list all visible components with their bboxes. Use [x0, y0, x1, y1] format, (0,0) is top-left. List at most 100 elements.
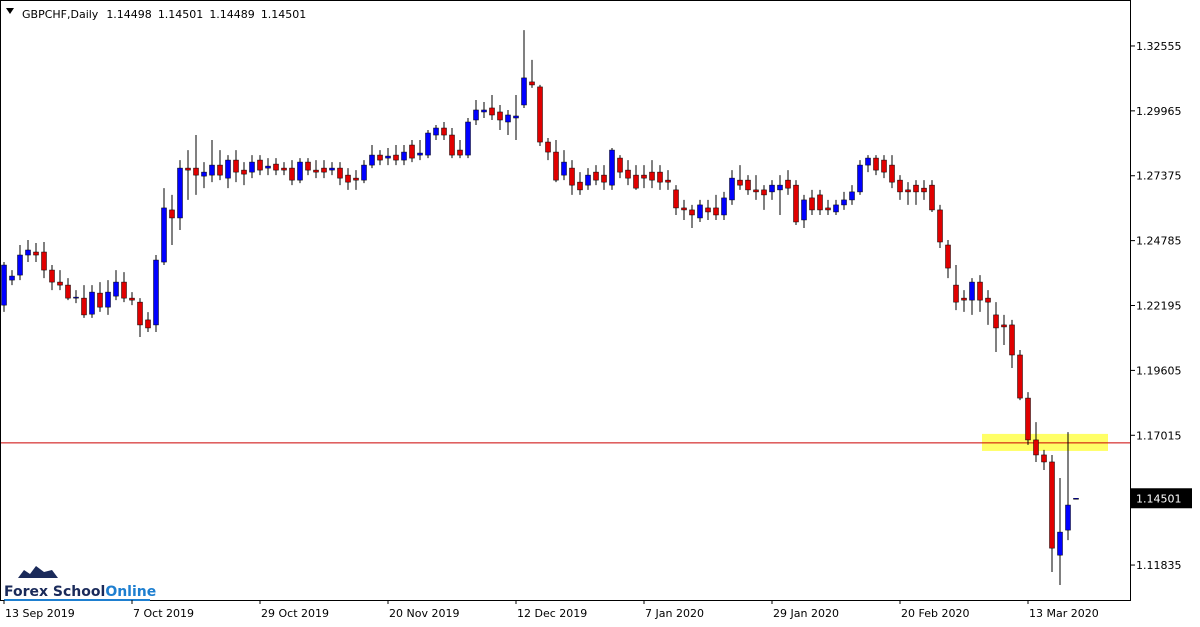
candle-body: [105, 291, 111, 308]
candle-body: [913, 184, 919, 193]
symbol: GBPCHF,Daily: [22, 8, 99, 21]
candle-body: [713, 207, 719, 216]
x-tick-label: 29 Oct 2019: [261, 607, 329, 620]
candle-body: [153, 259, 159, 326]
candle-body: [17, 254, 23, 276]
candle-body: [273, 163, 279, 171]
candle-body: [697, 204, 703, 219]
candle-body: [113, 281, 119, 297]
x-tick-label: 7 Oct 2019: [133, 607, 194, 620]
candle-body: [785, 179, 791, 189]
candle-body: [729, 177, 735, 201]
candle-body: [281, 167, 287, 171]
candle-body: [745, 179, 751, 191]
candle-body: [193, 167, 199, 176]
candle-body: [489, 107, 495, 116]
candle-body: [265, 165, 271, 169]
candle-body: [457, 149, 463, 156]
candle-body: [641, 174, 647, 179]
candle-body: [505, 114, 511, 123]
candle-body: [873, 157, 879, 171]
candle-body: [441, 127, 447, 136]
candle-body: [73, 296, 79, 299]
candle-body: [817, 194, 823, 211]
candle-body: [329, 167, 335, 171]
x-tick-label: 12 Dec 2019: [517, 607, 587, 620]
candle-body: [921, 187, 927, 193]
candle-body: [985, 297, 991, 303]
x-tick-label: 20 Nov 2019: [389, 607, 459, 620]
candle-body: [553, 151, 559, 181]
logo-part2: Online: [105, 584, 156, 600]
candle-body: [673, 189, 679, 209]
candle-body: [561, 161, 567, 176]
candle-body: [1001, 324, 1007, 328]
candle-body: [129, 297, 135, 301]
candle-body: [185, 167, 191, 171]
candle-body: [801, 199, 807, 221]
x-tick-label: 29 Jan 2020: [773, 607, 839, 620]
x-tick-label: 13 Sep 2019: [5, 607, 75, 620]
candle-body: [929, 184, 935, 211]
candle-body: [409, 144, 415, 159]
candle-body: [889, 164, 895, 183]
candle-body: [1065, 504, 1071, 531]
candle-body: [377, 154, 383, 161]
x-tick-label: 20 Feb 2020: [901, 607, 969, 620]
candle-body: [217, 164, 223, 176]
candle-body: [121, 281, 127, 299]
candle-body: [233, 159, 239, 173]
y-tick-label: 1.11835: [1136, 559, 1182, 572]
logo-icon: [18, 566, 58, 578]
candle-body: [721, 197, 727, 216]
candle-body: [241, 169, 247, 175]
candle-body: [689, 209, 695, 216]
candle-body: [633, 174, 639, 189]
candle-body: [737, 179, 743, 186]
price-label: 1.14501: [1136, 492, 1182, 505]
candle-body: [297, 161, 303, 181]
candle-body: [849, 191, 855, 201]
candle-body: [961, 297, 967, 301]
candle-body: [313, 169, 319, 173]
candle-body: [601, 174, 607, 183]
candle-body: [1057, 531, 1063, 556]
candle-body: [9, 275, 15, 281]
candle-body: [681, 207, 687, 211]
candle-body: [481, 109, 487, 113]
candle-body: [937, 209, 943, 243]
candle-body: [25, 249, 31, 256]
plot-area: [0, 30, 1130, 585]
candle-body: [425, 132, 431, 156]
candle-body: [649, 171, 655, 181]
candle-body: [1017, 354, 1023, 399]
candle-body: [137, 301, 143, 326]
candle-body: [825, 207, 831, 211]
candle-body: [65, 284, 71, 299]
candle-body: [905, 189, 911, 193]
candle-body: [209, 164, 215, 176]
watermark: Forex SchoolOnline: [4, 566, 156, 601]
candle-body: [513, 115, 519, 119]
candle-body: [89, 291, 95, 315]
low-value: 1.14489: [209, 8, 255, 21]
candle-body: [585, 174, 591, 186]
candle-body: [361, 164, 367, 181]
open-value: 1.14498: [106, 8, 152, 21]
candle-body: [169, 209, 175, 219]
menu-triangle[interactable]: [6, 8, 14, 14]
candle-body: [1033, 439, 1039, 456]
candle-body: [49, 269, 55, 283]
y-tick-label: 1.27375: [1136, 170, 1182, 183]
zone: [982, 433, 1108, 451]
candle-body: [449, 134, 455, 156]
candle-body: [665, 179, 671, 183]
candle-body: [1073, 498, 1079, 500]
logo-part1: Forex School: [4, 584, 105, 600]
candle-body: [609, 149, 615, 186]
candle-body: [1041, 454, 1047, 463]
candle-body: [401, 151, 407, 161]
candle-body: [385, 155, 391, 159]
